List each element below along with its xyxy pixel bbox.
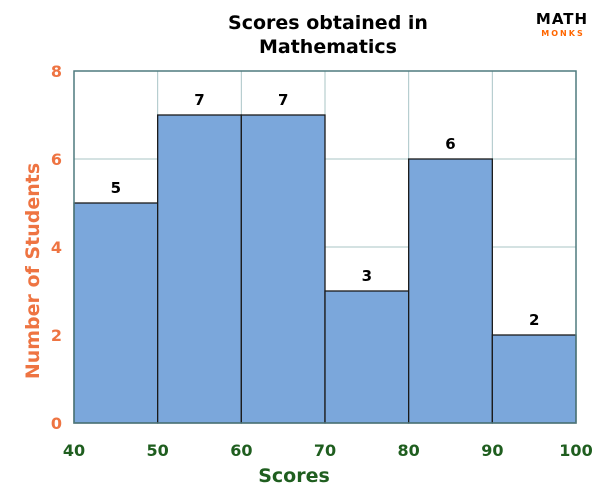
- bar-60-70: [240, 114, 326, 424]
- plot-frame: [73, 70, 577, 424]
- bar-90-100: [491, 334, 577, 424]
- x-tick-labels: 40 50 60 70 80 90 100: [63, 441, 593, 460]
- y-tick-label-1: 2: [51, 326, 62, 345]
- logo-main-text: MATH: [536, 10, 588, 28]
- data-label-50-60: 7: [194, 91, 204, 109]
- bar-50-60: [157, 114, 242, 424]
- y-tick-label-3: 6: [51, 150, 62, 169]
- x-tick-label-2: 60: [230, 441, 252, 460]
- x-tick-label-4: 80: [398, 441, 420, 460]
- bar-70-80: [324, 290, 410, 424]
- bar-80-90: [408, 158, 493, 424]
- chart-title-line-2: Mathematics: [259, 36, 397, 58]
- data-label-70-80: 3: [362, 267, 372, 285]
- bars: [73, 114, 577, 424]
- x-axis-label: Scores: [258, 465, 330, 487]
- y-tick-labels: 0 2 4 6 8: [51, 62, 62, 433]
- data-labels: 5 7 7 3 6 2: [111, 91, 540, 329]
- plot-border: [73, 70, 577, 424]
- y-axis-label: Number of Students: [22, 163, 44, 379]
- x-tick-label-0: 40: [63, 441, 85, 460]
- data-label-90-100: 2: [529, 311, 539, 329]
- math-monks-logo: MATH MONKS: [536, 10, 588, 38]
- chart-title-line-1: Scores obtained in: [228, 12, 428, 34]
- data-label-80-90: 6: [445, 135, 455, 153]
- x-tick-label-1: 50: [147, 441, 169, 460]
- data-label-60-70: 7: [278, 91, 288, 109]
- y-tick-label-2: 4: [51, 238, 62, 257]
- x-tick-label-6: 100: [559, 441, 592, 460]
- data-label-40-50: 5: [111, 179, 121, 197]
- x-tick-label-3: 70: [314, 441, 336, 460]
- y-tick-label-0: 0: [51, 414, 62, 433]
- y-tick-label-4: 8: [51, 62, 62, 81]
- bar-40-50: [73, 202, 159, 424]
- x-tick-label-5: 90: [481, 441, 503, 460]
- logo-sub-text: MONKS: [541, 29, 584, 38]
